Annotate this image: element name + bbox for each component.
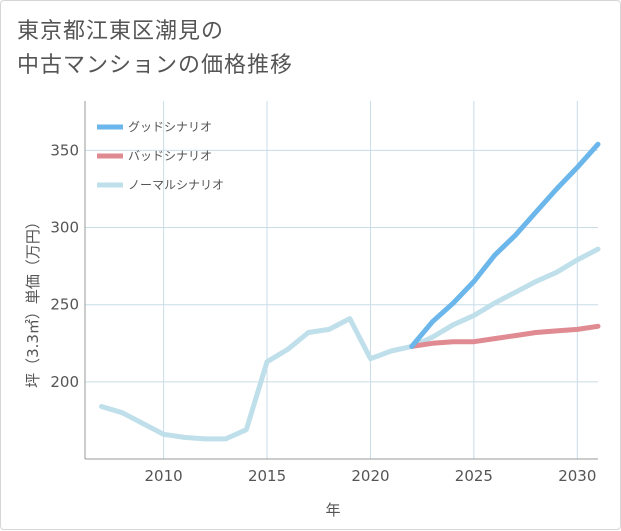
y-tick-250: 250: [50, 296, 79, 314]
title-line-1: 東京都江東区潮見の: [17, 19, 225, 44]
tick-labels: 2010 2015 2020 2025 2030 200 250 300 350: [50, 141, 596, 485]
legend-label-normal: ノーマルシナリオ: [128, 178, 224, 192]
x-tick-2020: 2020: [351, 467, 389, 485]
series-line-good: [409, 141, 601, 349]
axes: [84, 101, 598, 460]
x-tick-2010: 2010: [145, 467, 183, 485]
title-line-2: 中古マンションの価格推移: [17, 53, 294, 78]
x-tick-2015: 2015: [248, 467, 286, 485]
series-line-bad: [409, 323, 601, 349]
chart-title: 東京都江東区潮見の 中古マンションの価格推移: [17, 15, 293, 83]
x-axis-label: 年: [325, 501, 340, 519]
legend-label-good: グッドシナリオ: [128, 120, 212, 134]
x-tick-2025: 2025: [455, 467, 493, 485]
grid: [85, 101, 598, 459]
y-tick-350: 350: [50, 141, 79, 159]
series-lines: [99, 141, 601, 442]
series-line-normal: [99, 246, 601, 442]
y-axis-label: 坪（3.3㎡）単価（万円）: [24, 214, 42, 388]
x-tick-2030: 2030: [558, 467, 596, 485]
y-tick-300: 300: [50, 219, 79, 237]
y-tick-200: 200: [50, 373, 79, 391]
legend-label-bad: バッドシナリオ: [128, 149, 212, 163]
